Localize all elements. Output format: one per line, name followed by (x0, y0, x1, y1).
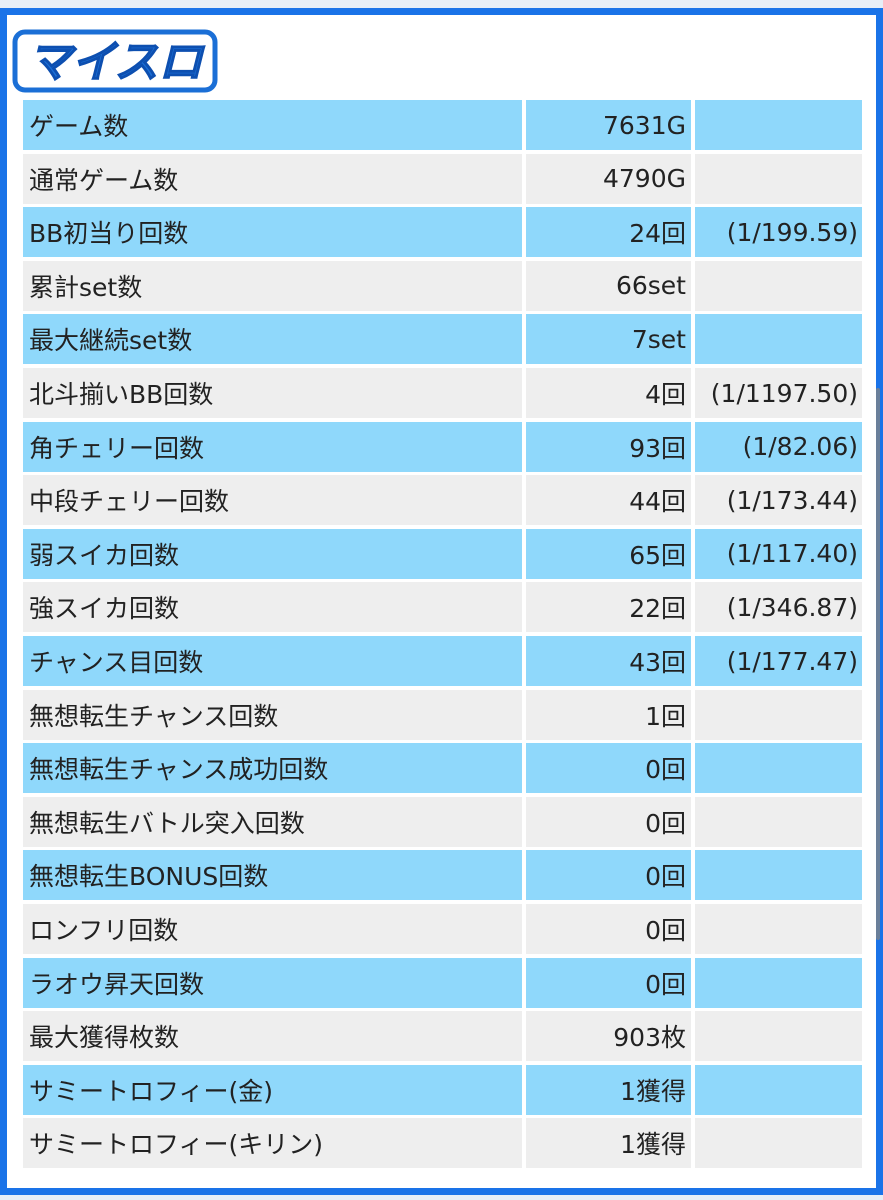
stat-label: 中段チェリー回数 (23, 475, 522, 526)
table-row: 無想転生チャンス成功回数 0回 (23, 743, 862, 794)
stat-label: ラオウ昇天回数 (23, 957, 522, 1008)
stat-value: 7631G (526, 100, 691, 150)
myslo-logo: マイスロ (12, 28, 218, 94)
table-row: 最大獲得枚数 903枚 (23, 1011, 862, 1062)
stat-value: 22回 (526, 582, 691, 633)
table-row: 弱スイカ回数 65回 (1/117.40) (23, 528, 862, 579)
stat-ratio (695, 153, 862, 204)
stat-label: 北斗揃いBB回数 (23, 368, 522, 418)
stat-value: 44回 (526, 475, 691, 526)
stat-ratio (695, 904, 862, 954)
stat-ratio (695, 1118, 862, 1169)
stat-ratio (695, 100, 862, 150)
table-row: チャンス目回数 43回 (1/177.47) (23, 636, 862, 686)
stat-value: 7set (526, 314, 691, 365)
scrollbar[interactable] (876, 388, 880, 940)
stat-label: 無想転生BONUS回数 (23, 850, 522, 901)
stat-ratio: (1/117.40) (695, 528, 862, 579)
stat-value: 0回 (526, 796, 691, 847)
stat-label: 無想転生チャンス回数 (23, 689, 522, 740)
stat-value: 1獲得 (526, 1118, 691, 1169)
stat-ratio (695, 260, 862, 311)
stat-label: 強スイカ回数 (23, 582, 522, 633)
stat-label: 最大獲得枚数 (23, 1011, 522, 1062)
stat-value: 93回 (526, 421, 691, 472)
stat-ratio (695, 689, 862, 740)
stat-ratio (695, 1064, 862, 1115)
stat-ratio: (1/1197.50) (695, 368, 862, 418)
stat-value: 43回 (526, 636, 691, 686)
table-row: 無想転生バトル突入回数 0回 (23, 796, 862, 847)
stat-label: サミートロフィー(キリン) (23, 1118, 522, 1169)
stat-ratio (695, 1011, 862, 1062)
table-row: 中段チェリー回数 44回 (1/173.44) (23, 475, 862, 526)
table-row: サミートロフィー(キリン) 1獲得 (23, 1118, 862, 1169)
status-strip (0, 0, 883, 8)
stat-ratio: (1/199.59) (695, 207, 862, 258)
table-row: 無想転生チャンス回数 1回 (23, 689, 862, 740)
stat-value: 0回 (526, 904, 691, 954)
table-row: 通常ゲーム数 4790G (23, 153, 862, 204)
stat-ratio: (1/177.47) (695, 636, 862, 686)
logo-text: マイスロ (28, 37, 206, 88)
table-row: 累計set数 66set (23, 260, 862, 311)
table-row: サミートロフィー(金) 1獲得 (23, 1064, 862, 1115)
table-row: 北斗揃いBB回数 4回 (1/1197.50) (23, 368, 862, 418)
stat-value: 4790G (526, 153, 691, 204)
stat-value: 24回 (526, 207, 691, 258)
stat-label: 最大継続set数 (23, 314, 522, 365)
stat-label: BB初当り回数 (23, 207, 522, 258)
stat-label: サミートロフィー(金) (23, 1064, 522, 1115)
stat-label: 累計set数 (23, 260, 522, 311)
stat-label: 弱スイカ回数 (23, 528, 522, 579)
stat-label: ゲーム数 (23, 100, 522, 150)
stat-value: 1回 (526, 689, 691, 740)
stat-label: チャンス目回数 (23, 636, 522, 686)
stat-value: 0回 (526, 957, 691, 1008)
stat-value: 1獲得 (526, 1064, 691, 1115)
stat-value: 4回 (526, 368, 691, 418)
table-row: ゲーム数 7631G (23, 100, 862, 150)
stat-ratio: (1/82.06) (695, 421, 862, 472)
table-row: BB初当り回数 24回 (1/199.59) (23, 207, 862, 258)
stat-label: 角チェリー回数 (23, 421, 522, 472)
table-row: 無想転生BONUS回数 0回 (23, 850, 862, 901)
stat-label: ロンフリ回数 (23, 904, 522, 954)
stat-ratio: (1/346.87) (695, 582, 862, 633)
stat-ratio (695, 957, 862, 1008)
stat-label: 無想転生バトル突入回数 (23, 796, 522, 847)
stat-value: 66set (526, 260, 691, 311)
stat-ratio: (1/173.44) (695, 475, 862, 526)
stat-value: 0回 (526, 850, 691, 901)
table-row: 最大継続set数 7set (23, 314, 862, 365)
stat-label: 無想転生チャンス成功回数 (23, 743, 522, 794)
stat-ratio (695, 743, 862, 794)
table-row: 角チェリー回数 93回 (1/82.06) (23, 421, 862, 472)
stat-ratio (695, 796, 862, 847)
table-row: ロンフリ回数 0回 (23, 904, 862, 954)
table-row: ラオウ昇天回数 0回 (23, 957, 862, 1008)
stat-value: 903枚 (526, 1011, 691, 1062)
stat-value: 0回 (526, 743, 691, 794)
stat-ratio (695, 314, 862, 365)
table-row: 強スイカ回数 22回 (1/346.87) (23, 582, 862, 633)
stat-label: 通常ゲーム数 (23, 153, 522, 204)
stat-ratio (695, 850, 862, 901)
stat-value: 65回 (526, 528, 691, 579)
